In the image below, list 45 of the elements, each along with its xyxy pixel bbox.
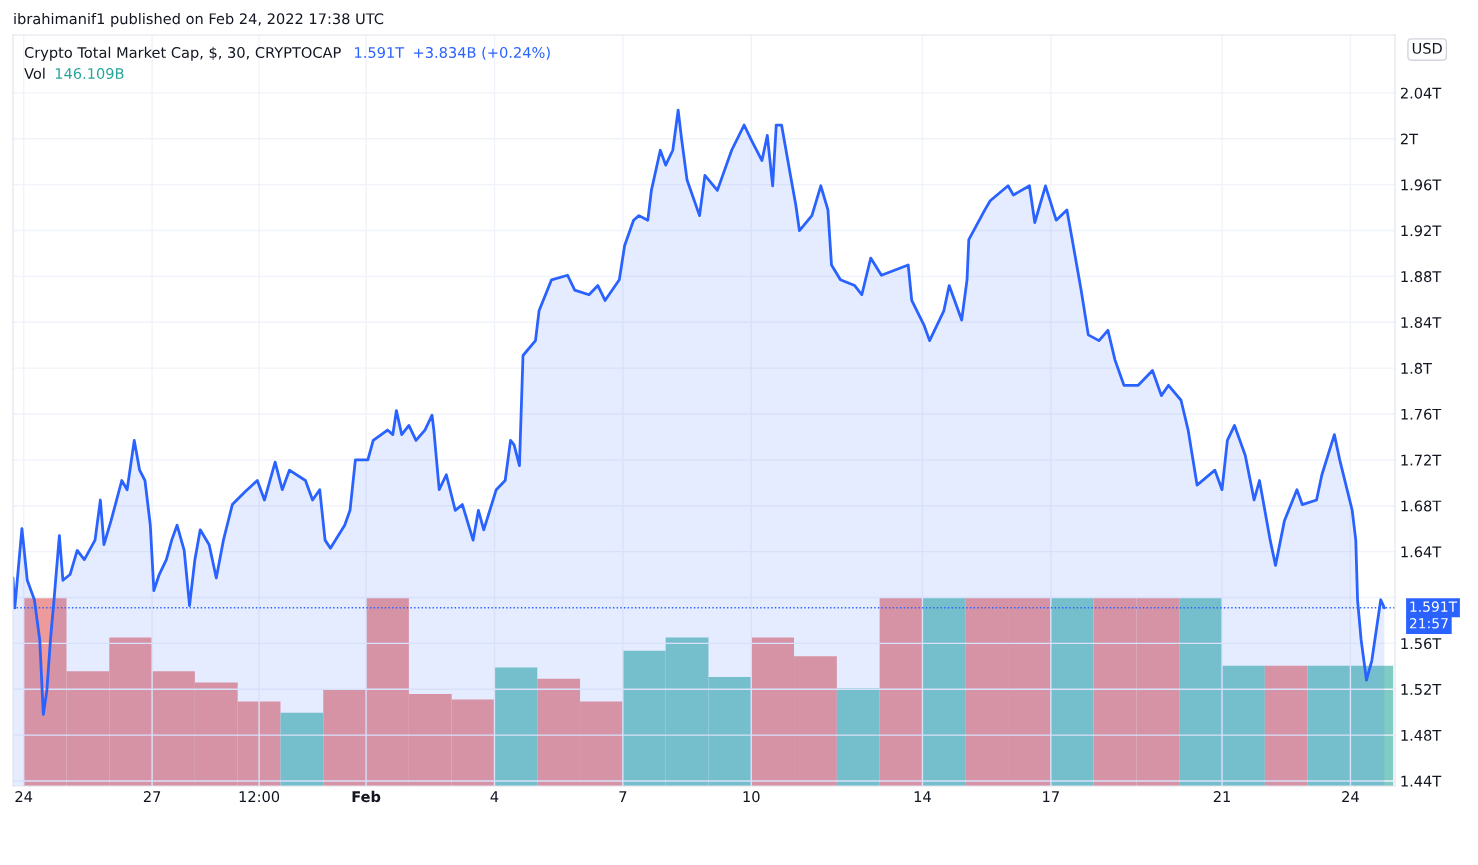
text: ibrahimanif1 published on Feb 24, 2022 17:38 UTC (14, 12, 384, 28)
bar (1222, 665, 1265, 786)
y-tick-label: 1.68T (1401, 500, 1442, 512)
y-tick-label: 1.92T (1401, 225, 1442, 237)
x-tick-label: 7 (619, 791, 627, 802)
bar (1050, 598, 1094, 786)
bar (494, 667, 538, 786)
x-tick-label: 10 (743, 791, 760, 803)
bar (1179, 598, 1223, 786)
y-tick-label: 1.48T (1401, 729, 1442, 741)
bar (280, 712, 324, 786)
x-tick-label: 14 (914, 791, 931, 802)
y-tick-label: 1.56T (1401, 638, 1442, 650)
bar (1264, 665, 1308, 786)
y-tick-label: 2T (1400, 133, 1419, 145)
text: Crypto Total Market Cap, $, 30, CRYPTOCAP (24, 46, 341, 61)
y-tick-label: 1.44T (1401, 775, 1442, 787)
annotation: 146.109B (55, 68, 124, 80)
text: USD (1412, 42, 1442, 54)
y-tick-label: 1.76T (1401, 408, 1442, 420)
y-tick-label: 1.84T (1401, 316, 1442, 329)
annotation: +3.834B (+0.24%) (414, 46, 550, 60)
y-tick-label: 1.96T (1401, 179, 1442, 191)
bar (323, 690, 367, 786)
x-tick-label: 24 (1342, 791, 1359, 802)
y-tick-label: 1.88T (1401, 271, 1442, 283)
bar (836, 688, 880, 786)
y-tick-label: 2.04T (1400, 87, 1442, 99)
x-tick-label: Feb (352, 790, 381, 803)
y-tick-label: 1.8T (1401, 362, 1432, 374)
x-tick-label: 24 (15, 791, 33, 802)
y-tick-label: 1.72T (1401, 454, 1442, 466)
x-tick-label: 27 (143, 791, 161, 802)
text: 21:57 (1409, 617, 1448, 629)
x-tick-label: 4 (490, 791, 499, 802)
x-tick-label: 17 (1043, 791, 1059, 802)
annotation: 1.591T (355, 46, 405, 59)
x-tick-label: 12:00 (239, 791, 280, 803)
bar (922, 598, 966, 786)
ref-line-label: 1.591T (1410, 601, 1458, 612)
bar (879, 598, 923, 786)
annotation: Vol (24, 67, 45, 80)
y-tick-label: 1.52T (1401, 683, 1442, 695)
y-tick-label: 1.64T (1401, 546, 1442, 558)
x-tick-label: 21 (1213, 791, 1230, 802)
